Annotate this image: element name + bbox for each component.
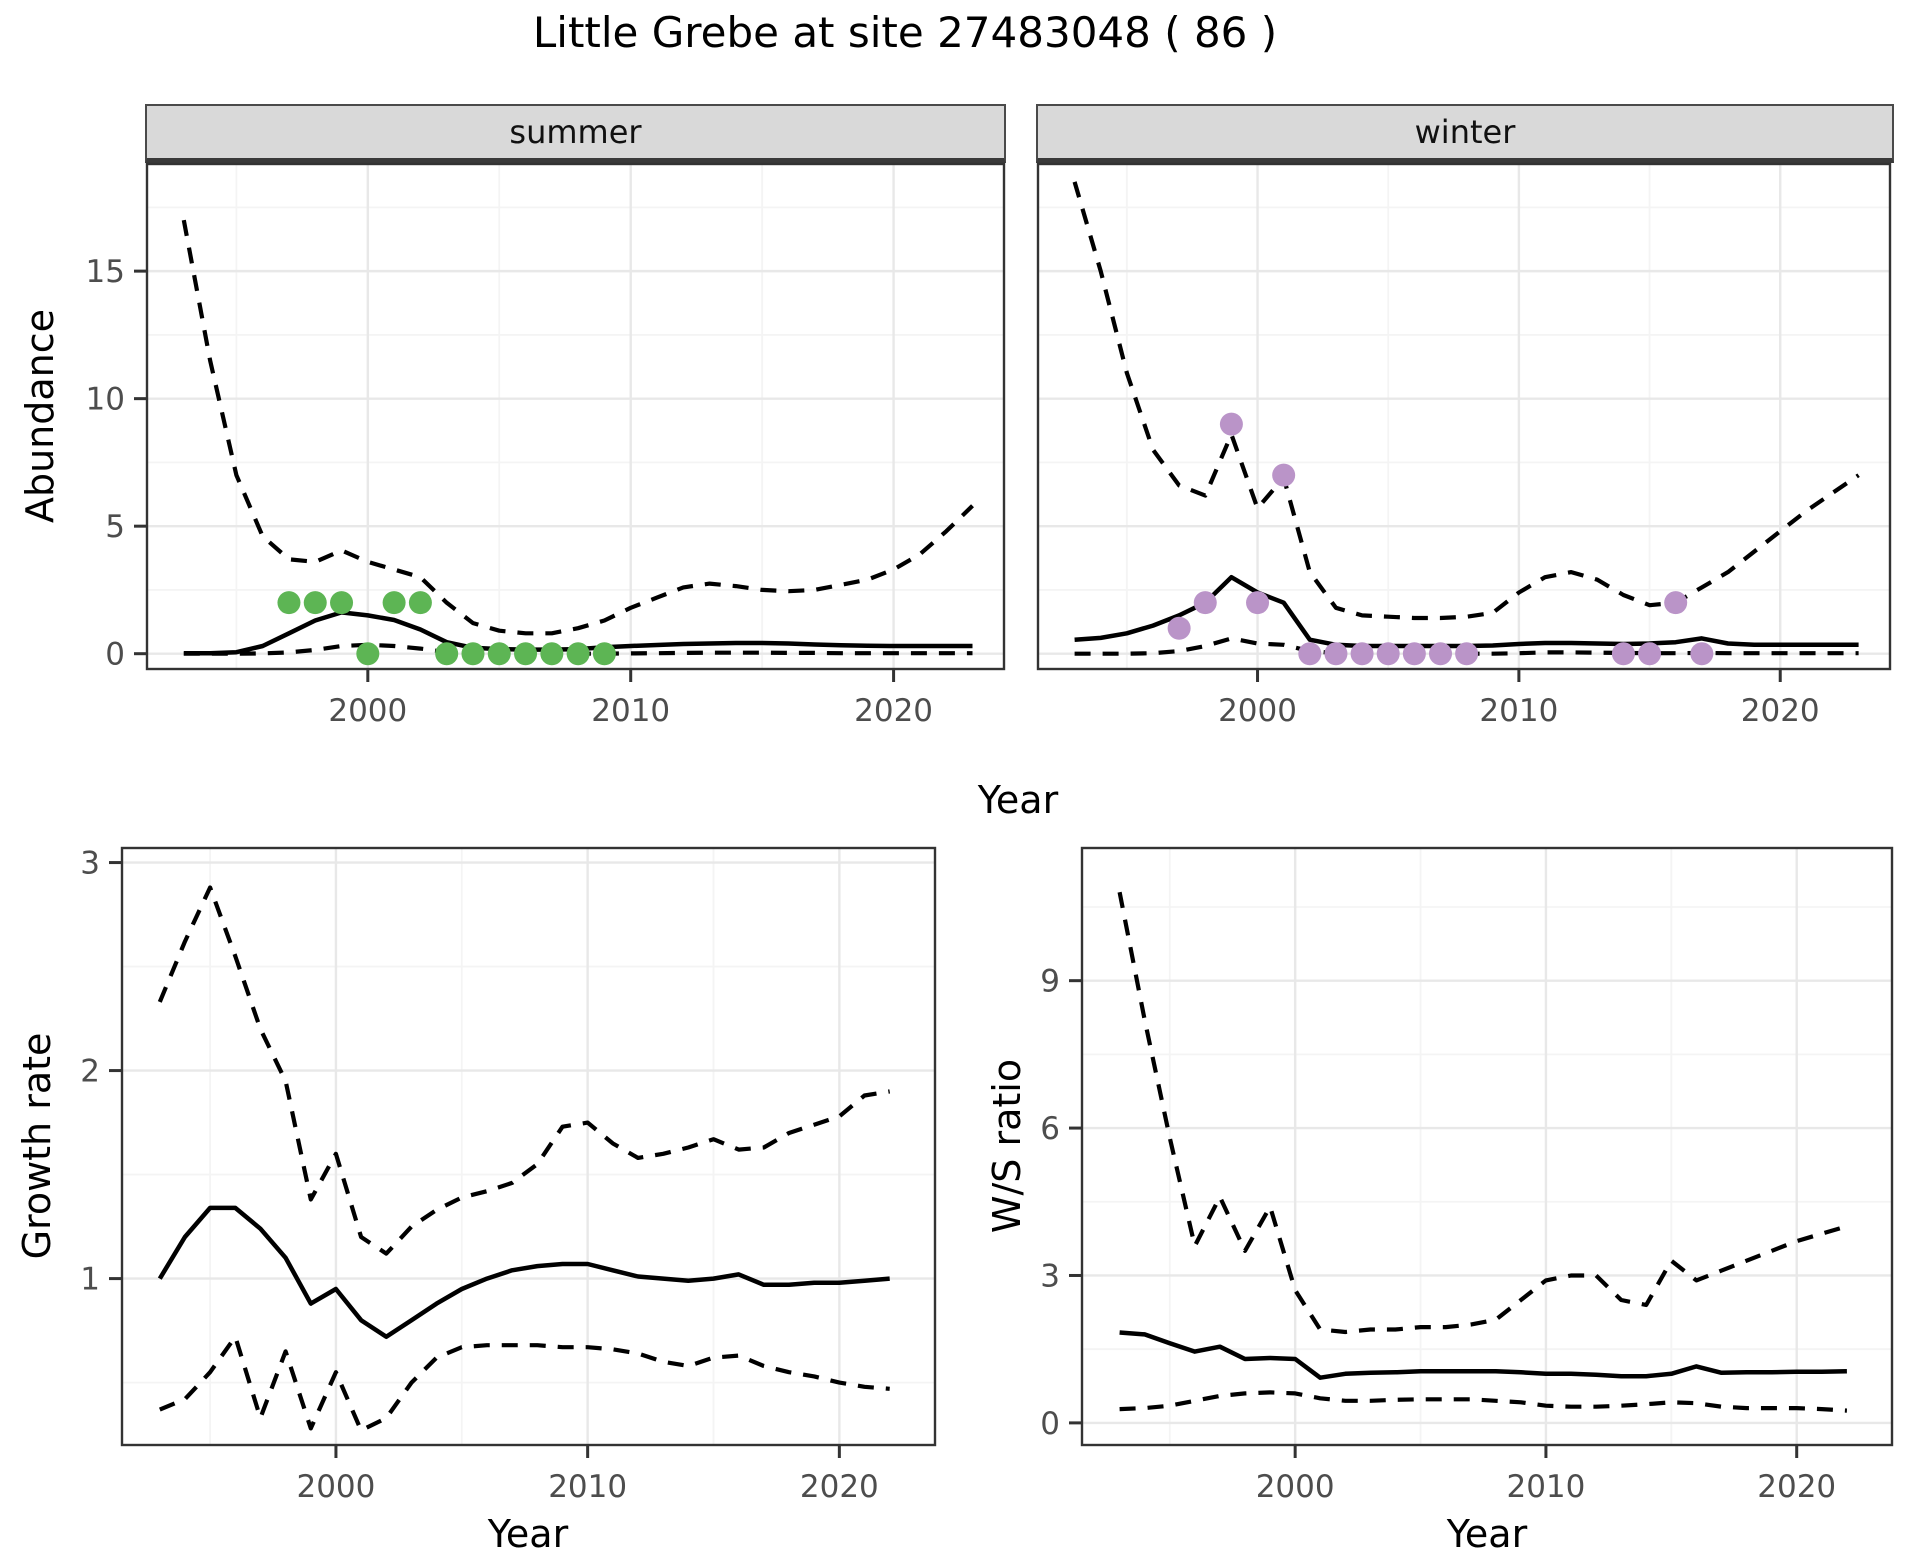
data-point-winter-observations <box>1455 642 1479 666</box>
data-point-summer-observations <box>356 642 380 666</box>
line-upper_ci <box>1072 181 1860 621</box>
data-point-winter-observations <box>1246 591 1270 615</box>
facet-strip-summer: summer <box>145 104 1006 163</box>
panel-background <box>122 848 935 1445</box>
panel-border <box>120 846 937 1447</box>
data-point-winter-observations <box>1350 642 1374 666</box>
x-tick-label: 2010 <box>1506 1469 1585 1505</box>
y-tick-label: 6 <box>1040 1111 1060 1147</box>
x-tick-label: 2000 <box>1256 1469 1335 1505</box>
x-axis-title-ws-ratio: Year <box>1446 1512 1528 1556</box>
series-group <box>1072 181 1860 666</box>
panel-growth-rate: 2000 2010 2020 1 2 3 <box>80 846 937 1505</box>
data-point-summer-observations <box>566 642 590 666</box>
panel-abundance-winter: 2000 2010 2020 <box>1036 162 1892 729</box>
panel-border <box>1036 162 1892 671</box>
data-point-winter-observations <box>1402 642 1426 666</box>
data-point-summer-observations <box>461 642 485 666</box>
panel-background <box>1038 164 1890 669</box>
data-point-winter-observations <box>1219 412 1243 436</box>
x-tick-label: 2020 <box>854 693 933 729</box>
y-tick-label: 1 <box>80 1262 100 1298</box>
series-group <box>1117 891 1848 1413</box>
line-upper_ci <box>181 219 974 636</box>
data-point-winter-observations <box>1298 642 1322 666</box>
x-tick-label: 2010 <box>591 693 670 729</box>
panel-background <box>1082 848 1892 1445</box>
y-tick-label: 10 <box>86 382 125 418</box>
data-point-summer-observations <box>408 591 432 615</box>
y-tick-label: 3 <box>80 846 100 882</box>
panel-background <box>147 164 1004 669</box>
line-upper_ci <box>1117 891 1848 1335</box>
x-axis-title-top: Year <box>977 778 1059 822</box>
x-axis-title-growth-rate: Year <box>487 1512 569 1556</box>
y-tick-label: 15 <box>86 254 125 290</box>
data-point-summer-observations <box>303 591 327 615</box>
x-tick-label: 2000 <box>1218 693 1297 729</box>
panel-ws-ratio: 2000 2010 2020 0 3 6 9 <box>1040 846 1894 1505</box>
panel-abundance-summer: 2000 2010 2020 0 5 10 15 <box>86 162 1006 729</box>
chart-title: Little Grebe at site 27483048 ( 86 ) <box>532 8 1278 57</box>
panel-border <box>1080 846 1894 1447</box>
series-group <box>181 219 974 666</box>
x-tick-label: 2000 <box>296 1469 375 1505</box>
line-lower_ci <box>1119 1390 1848 1413</box>
data-point-winter-observations <box>1272 463 1296 487</box>
facet-label-winter: winter <box>1414 113 1516 151</box>
data-point-winter-observations <box>1611 642 1635 666</box>
facet-label-summer: summer <box>509 113 642 151</box>
x-tick-label: 2010 <box>548 1469 627 1505</box>
data-point-winter-observations <box>1638 642 1662 666</box>
data-point-winter-observations <box>1664 591 1688 615</box>
data-point-summer-observations <box>540 642 564 666</box>
y-tick-label: 3 <box>1040 1258 1060 1294</box>
data-point-winter-observations <box>1376 642 1400 666</box>
x-tick-label: 2010 <box>1479 693 1558 729</box>
y-tick-label: 2 <box>80 1054 100 1090</box>
line-upper_ci <box>157 885 891 1256</box>
panel-border <box>145 162 1006 671</box>
data-point-summer-observations <box>330 591 354 615</box>
data-point-summer-observations <box>277 591 301 615</box>
data-point-winter-observations <box>1324 642 1348 666</box>
x-tick-label: 2020 <box>800 1469 879 1505</box>
y-tick-label: 0 <box>105 637 125 673</box>
y-tick-label: 5 <box>105 509 125 545</box>
x-tick-label: 2020 <box>1741 693 1820 729</box>
line-fit <box>157 1205 890 1340</box>
data-point-summer-observations <box>592 642 616 666</box>
data-point-summer-observations <box>487 642 511 666</box>
data-point-summer-observations <box>382 591 406 615</box>
x-tick-label: 2020 <box>1757 1469 1836 1505</box>
y-tick-label: 0 <box>1040 1406 1060 1442</box>
x-tick-label: 2000 <box>328 693 407 729</box>
line-fit <box>1119 1330 1847 1380</box>
data-point-summer-observations <box>435 642 459 666</box>
data-point-winter-observations <box>1167 616 1191 640</box>
data-point-winter-observations <box>1193 591 1217 615</box>
data-point-winter-observations <box>1428 642 1452 666</box>
series-group <box>157 885 891 1433</box>
y-tick-label: 9 <box>1040 964 1060 1000</box>
data-point-summer-observations <box>514 642 538 666</box>
data-point-winter-observations <box>1690 642 1714 666</box>
facet-strip-winter: winter <box>1036 104 1894 163</box>
